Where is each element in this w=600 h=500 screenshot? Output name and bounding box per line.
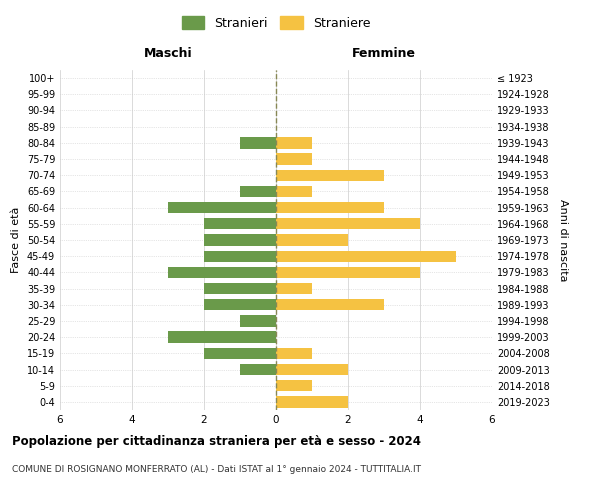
Bar [276, 234, 348, 246]
Text: COMUNE DI ROSIGNANO MONFERRATO (AL) - Dati ISTAT al 1° gennaio 2024 - TUTTITALIA: COMUNE DI ROSIGNANO MONFERRATO (AL) - Da… [12, 465, 421, 474]
Bar [276, 380, 312, 392]
Text: Maschi: Maschi [143, 48, 193, 60]
Text: Popolazione per cittadinanza straniera per età e sesso - 2024: Popolazione per cittadinanza straniera p… [12, 435, 421, 448]
Bar [276, 250, 456, 262]
Bar [240, 316, 276, 326]
Bar [276, 283, 312, 294]
Bar [276, 137, 312, 148]
Y-axis label: Anni di nascita: Anni di nascita [558, 198, 568, 281]
Bar [276, 299, 384, 310]
Bar [204, 234, 276, 246]
Bar [204, 250, 276, 262]
Bar [168, 202, 276, 213]
Text: Femmine: Femmine [352, 48, 416, 60]
Bar [204, 299, 276, 310]
Bar [276, 348, 312, 359]
Bar [276, 154, 312, 164]
Bar [276, 218, 420, 230]
Bar [204, 218, 276, 230]
Legend: Stranieri, Straniere: Stranieri, Straniere [177, 11, 375, 35]
Y-axis label: Fasce di età: Fasce di età [11, 207, 21, 273]
Bar [276, 396, 348, 407]
Bar [240, 364, 276, 375]
Bar [276, 364, 348, 375]
Bar [240, 137, 276, 148]
Bar [240, 186, 276, 197]
Bar [168, 332, 276, 343]
Bar [276, 266, 420, 278]
Bar [204, 283, 276, 294]
Bar [276, 186, 312, 197]
Bar [168, 266, 276, 278]
Bar [276, 202, 384, 213]
Bar [276, 170, 384, 181]
Bar [204, 348, 276, 359]
